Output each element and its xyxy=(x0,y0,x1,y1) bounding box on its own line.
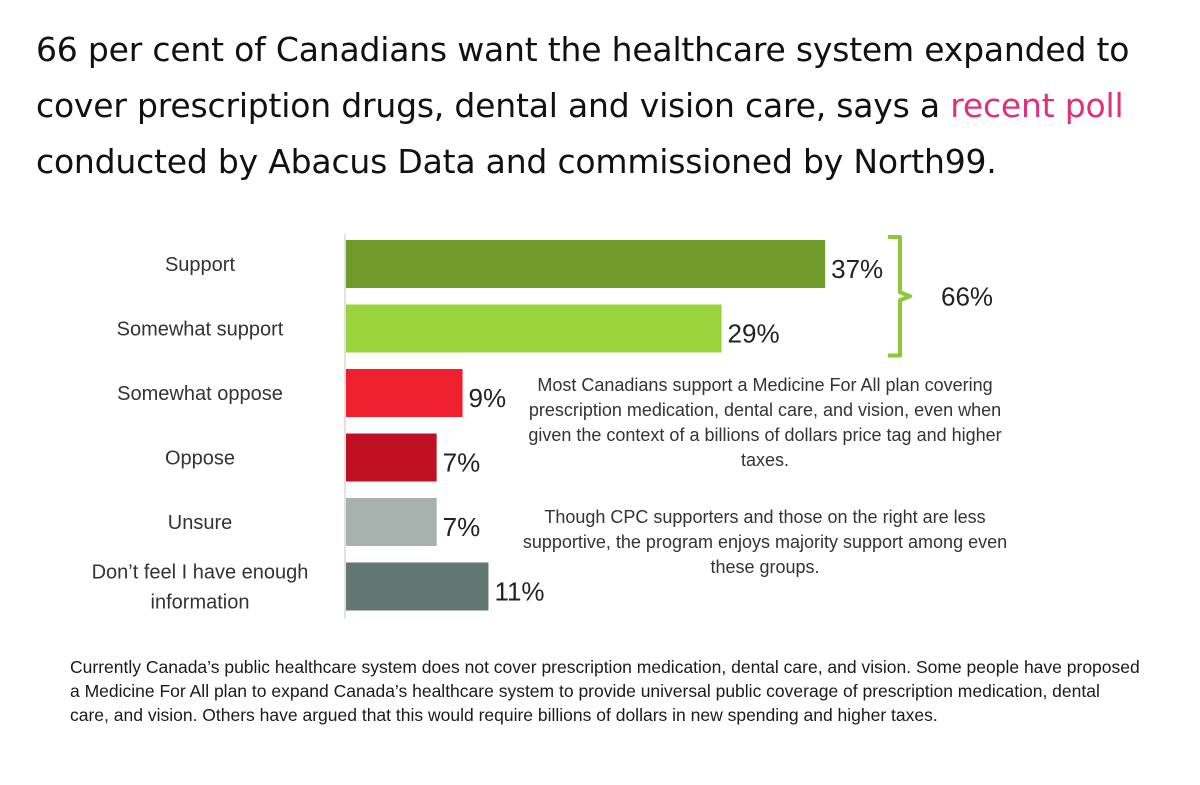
bar-somewhat-oppose xyxy=(346,369,463,417)
value-labels: 37% 29% 9% 7% 7% 11% xyxy=(443,254,884,607)
value-label-support: 37% xyxy=(831,254,883,284)
headline-text-end: conducted by Abacus Data and commissione… xyxy=(36,142,997,181)
category-labels: Support Somewhat support Somewhat oppose Op… xyxy=(92,254,309,614)
chart-note-majority: Most Canadians support a Medicine For Al… xyxy=(528,375,1002,470)
category-label-somewhat-support: Somewhat support xyxy=(117,319,284,341)
bracket-total-label: 66% xyxy=(941,281,993,311)
category-label-unsure: Unsure xyxy=(168,512,232,534)
category-label-don-t-feel-i-have-enough-information: Don’t feel I have enough information xyxy=(92,562,309,614)
category-label-support: Support xyxy=(165,254,235,276)
headline-text-start: 66 per cent of Canadians want the health… xyxy=(36,30,1130,125)
category-label-oppose: Oppose xyxy=(165,448,235,470)
value-label-don-t-feel-i-have-enough-information: 11% xyxy=(494,577,544,607)
bar-unsure xyxy=(346,498,437,546)
value-label-oppose: 7% xyxy=(443,448,481,478)
bars xyxy=(346,240,826,611)
value-label-somewhat-support: 29% xyxy=(728,319,780,349)
bar-support xyxy=(346,240,826,288)
category-label-somewhat-oppose: Somewhat oppose xyxy=(117,383,283,405)
poll-bar-chart: Support Somewhat support Somewhat oppose Op… xyxy=(92,234,993,619)
bar-oppose xyxy=(346,433,437,482)
value-label-unsure: 7% xyxy=(443,512,481,542)
value-label-somewhat-oppose: 9% xyxy=(469,383,507,413)
bar-somewhat-support xyxy=(346,304,722,353)
survey-question-footnote: Currently Canada’s public healthcare sys… xyxy=(70,657,1140,725)
headline: 66 per cent of Canadians want the health… xyxy=(36,22,1176,190)
bracket-66-percent xyxy=(888,235,912,358)
bar-don-t-feel-i-have-enough-information xyxy=(346,562,489,611)
recent-poll-link[interactable]: recent poll xyxy=(950,86,1124,125)
chart-note-cpc: Though CPC supporters and those on the r… xyxy=(522,507,1008,577)
